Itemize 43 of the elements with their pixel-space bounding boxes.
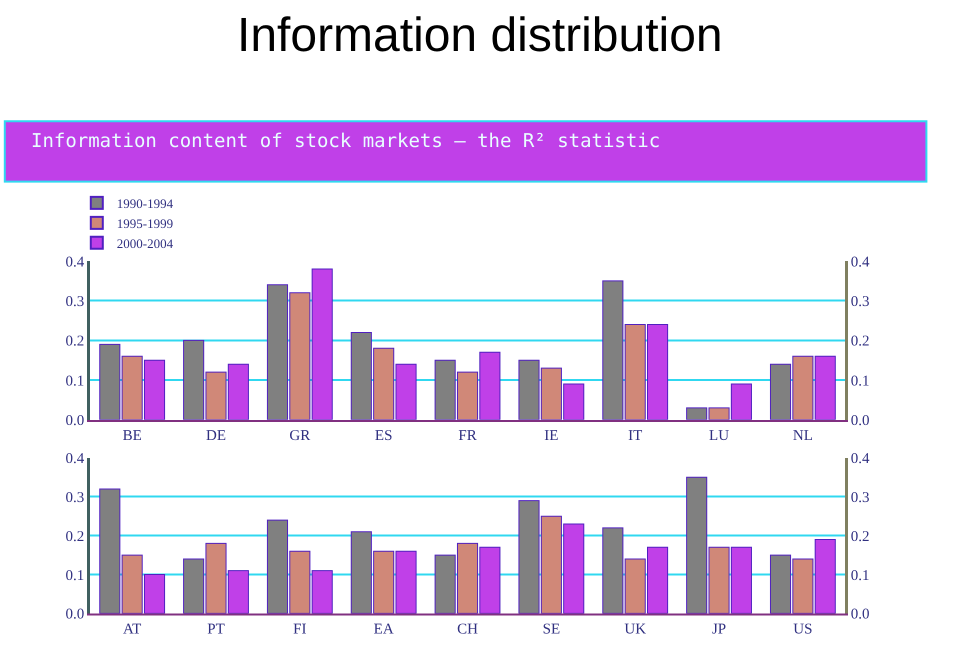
x-tick-label: UK xyxy=(624,621,646,638)
x-tick-label: LU xyxy=(709,428,730,444)
y2-tick-label: 0.0 xyxy=(850,606,870,623)
y-tick-label: 0.3 xyxy=(65,294,84,310)
y2-tick-label: 0.3 xyxy=(850,490,870,506)
x-tick-label: JP xyxy=(712,621,726,638)
x-tick-label: FI xyxy=(293,621,307,638)
y2-tick-label: 0.0 xyxy=(850,413,870,429)
x-tick-label: ES xyxy=(374,428,392,444)
x-tick-label: BE xyxy=(122,428,142,444)
chart-title: Information distribution xyxy=(237,9,723,62)
x-tick-label: FR xyxy=(458,428,477,444)
legend-label: 2000-2004 xyxy=(116,236,174,251)
x-tick-label: CH xyxy=(457,621,478,638)
x-tick-label: AT xyxy=(122,621,142,638)
x-tick-label: NL xyxy=(792,428,813,444)
x-tick-label: SE xyxy=(542,621,560,638)
x-tick-label: IE xyxy=(544,428,558,444)
y-tick-label: 0.1 xyxy=(65,568,84,584)
x-tick-label: GR xyxy=(289,428,310,444)
y-tick-label: 0.4 xyxy=(65,451,85,468)
x-tick-label: DE xyxy=(206,428,226,444)
x-tick-label: IT xyxy=(628,428,642,444)
y-tick-label: 0.2 xyxy=(65,334,84,350)
y2-tick-label: 0.1 xyxy=(850,373,870,390)
y2-tick-label: 0.1 xyxy=(850,568,870,584)
y-tick-label: 0.0 xyxy=(65,413,84,429)
y2-tick-label: 0.3 xyxy=(850,294,870,310)
chart-subtitle: Information content of stock markets — the R² statistic xyxy=(31,130,660,152)
y-tick-label: 0.0 xyxy=(65,606,84,623)
y2-tick-label: 0.2 xyxy=(850,334,870,350)
x-tick-label: PT xyxy=(207,621,225,638)
y-tick-label: 0.4 xyxy=(65,254,85,270)
y-tick-label: 0.2 xyxy=(65,528,84,545)
legend-label: 1995-1999 xyxy=(116,216,174,231)
y2-tick-label: 0.2 xyxy=(850,528,870,545)
x-tick-label: EA xyxy=(374,621,394,638)
y-tick-label: 0.3 xyxy=(65,490,84,506)
x-tick-label: US xyxy=(793,621,812,638)
y-tick-label: 0.1 xyxy=(65,373,84,390)
legend-label: 1990-1994 xyxy=(116,196,174,211)
y2-tick-label: 0.4 xyxy=(850,254,870,270)
y2-tick-label: 0.4 xyxy=(850,451,870,468)
